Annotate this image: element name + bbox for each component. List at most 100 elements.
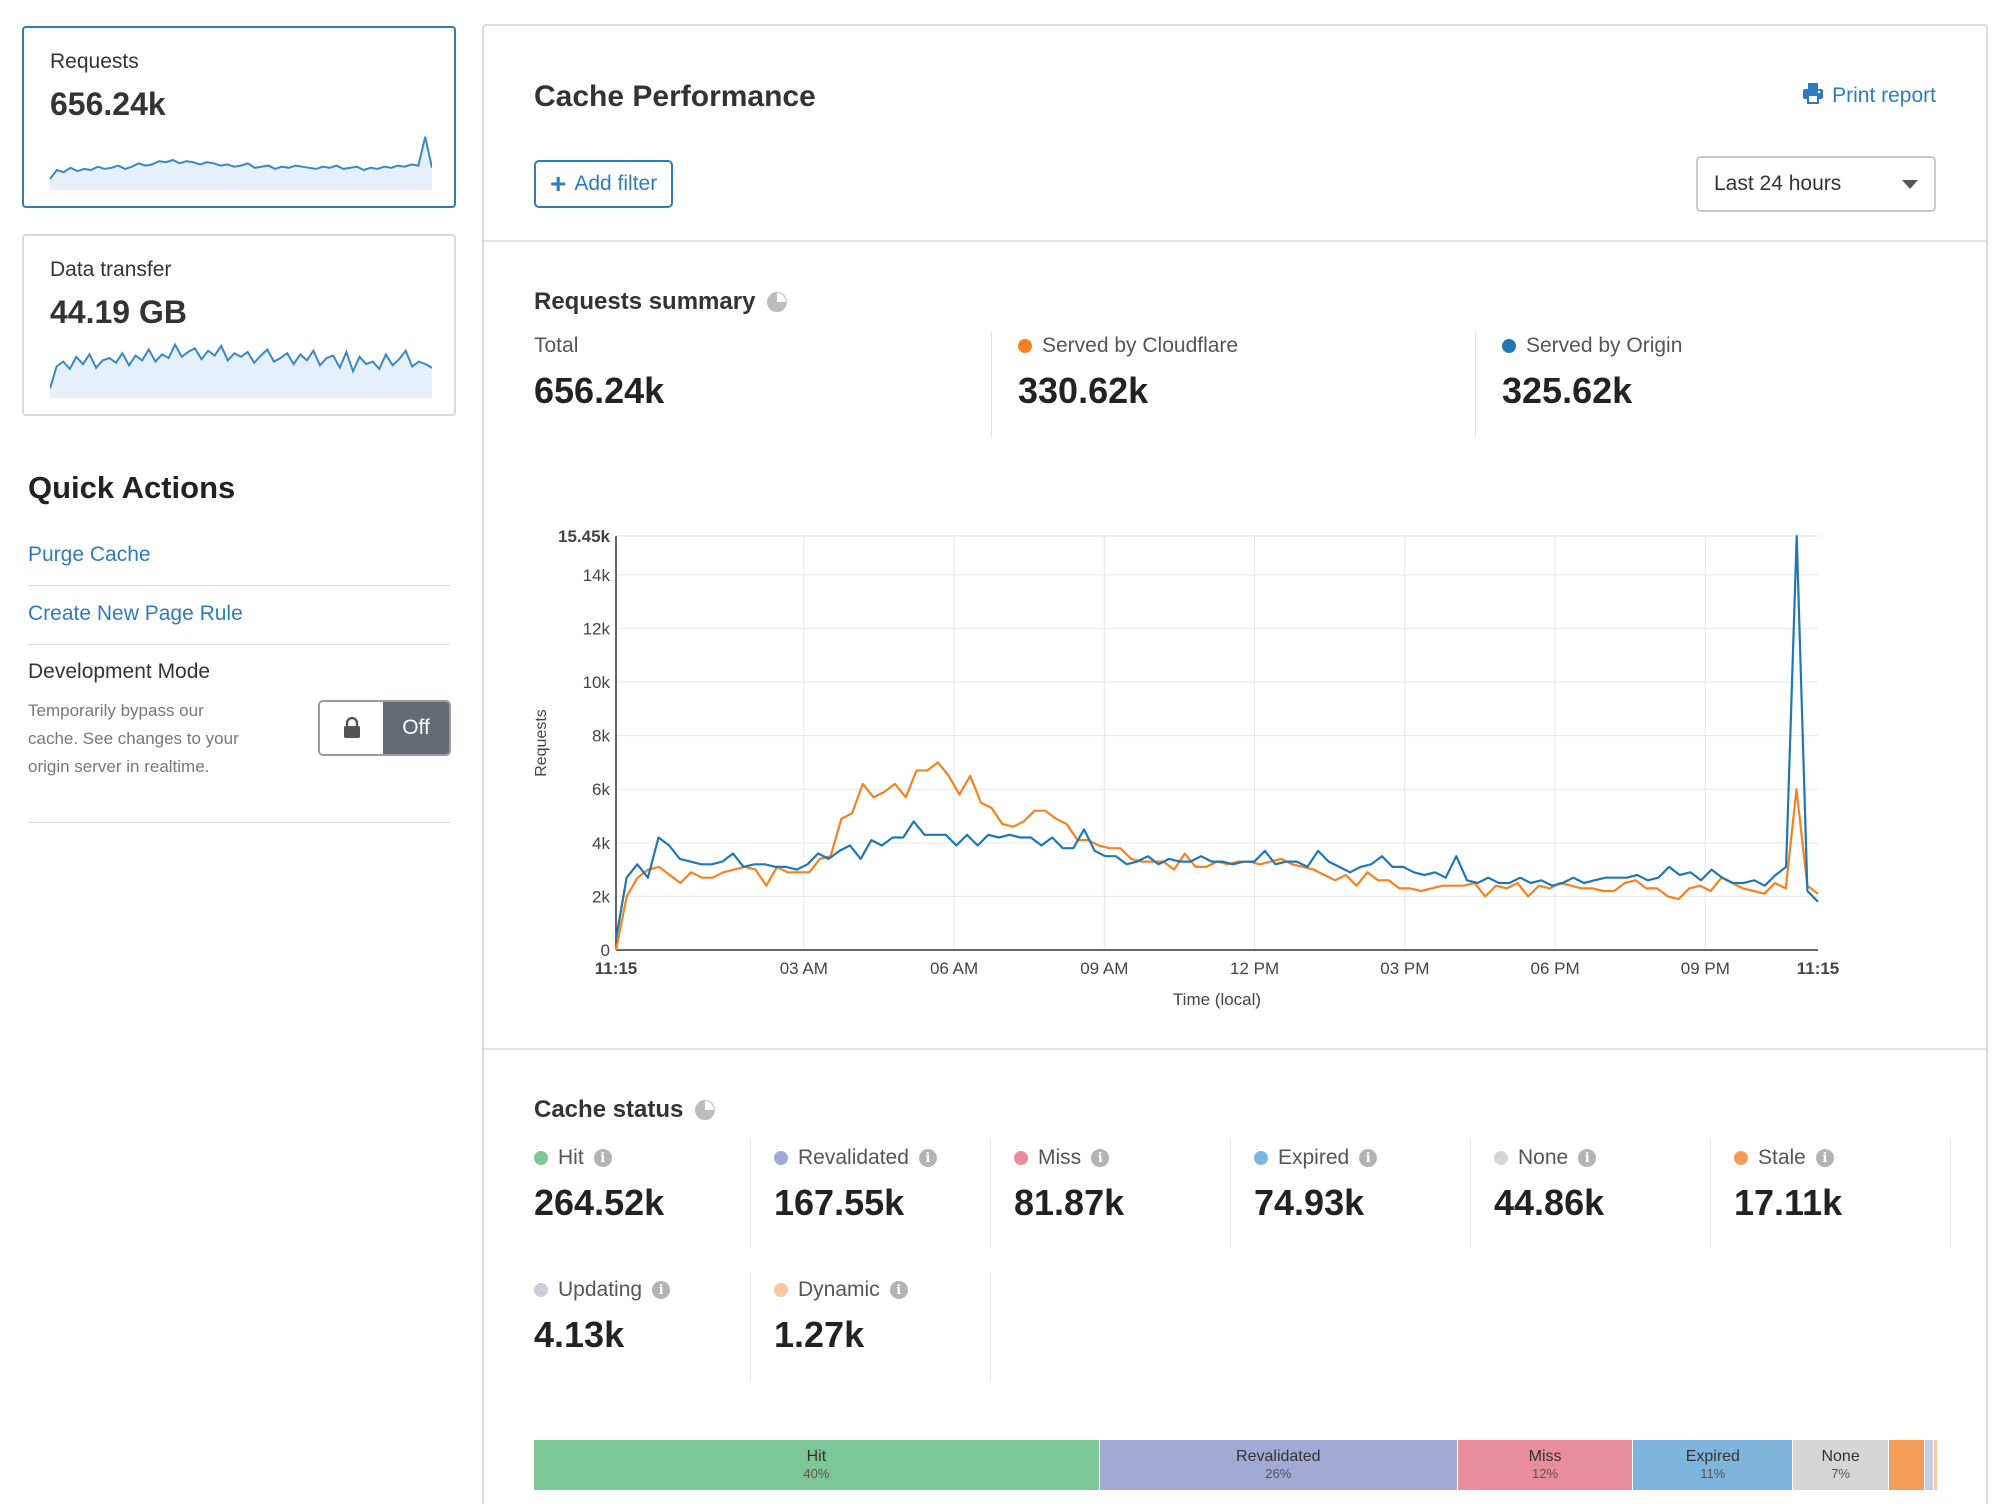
divider: [1475, 332, 1476, 438]
bar-segment-revalidated[interactable]: Revalidated 26%: [1099, 1440, 1458, 1490]
cache-status-label: Revalidated i: [774, 1146, 937, 1170]
bar-segment-expired[interactable]: Expired 11%: [1633, 1440, 1794, 1490]
add-filter-button[interactable]: + Add filter: [534, 160, 674, 208]
legend-dot: [1502, 339, 1516, 353]
cache-status-label-text: Stale: [1758, 1146, 1806, 1169]
info-icon[interactable]: i: [889, 1281, 908, 1299]
y-tick-label: 2k: [592, 887, 610, 906]
info-icon[interactable]: i: [1815, 1149, 1834, 1167]
purge-cache-link[interactable]: Purge Cache: [28, 543, 151, 566]
pie-chart-icon[interactable]: [767, 292, 788, 312]
cache-status-miss: Miss i 81.87k: [1014, 1146, 1124, 1224]
series-line-origin[interactable]: [614, 534, 1819, 940]
x-tick-label: 11:15: [1797, 959, 1840, 978]
cache-status-label-text: None: [1518, 1146, 1569, 1169]
y-tick-label: 14k: [583, 566, 611, 585]
divider: [28, 585, 450, 586]
requests-card-label: Requests: [50, 50, 139, 73]
requests-summary-title-text: Requests summary: [534, 288, 756, 315]
requests-sparkline: [50, 136, 432, 190]
x-tick-label: 03 AM: [780, 959, 828, 978]
divider: [28, 822, 450, 823]
y-tick-label: 6k: [592, 780, 610, 799]
cache-status-value: 44.86k: [1494, 1182, 1605, 1223]
info-icon[interactable]: i: [1359, 1149, 1378, 1167]
dev-mode-description: Temporarily bypass our cache. See change…: [28, 701, 239, 776]
summary-cloudflare-label: Served by Cloudflare: [1018, 334, 1238, 358]
dev-mode-toggle[interactable]: Off: [318, 700, 451, 756]
cache-status-value: 4.13k: [534, 1314, 625, 1355]
x-tick-label: 12 PM: [1230, 959, 1279, 978]
cache-status-label-text: Updating: [558, 1278, 643, 1301]
cache-status-value: 81.87k: [1014, 1182, 1125, 1223]
y-tick-label: 4k: [592, 834, 610, 853]
cache-status-label: Stale i: [1734, 1146, 1842, 1170]
cache-status-label: Dynamic i: [774, 1278, 908, 1302]
cache-status-dynamic: Dynamic i 1.27k: [774, 1278, 908, 1356]
print-report-label: Print report: [1832, 84, 1936, 107]
divider: [1230, 1140, 1231, 1248]
y-tick-label: 15.45k: [558, 527, 611, 546]
info-icon[interactable]: i: [918, 1149, 937, 1167]
legend-dot: [774, 1283, 788, 1297]
info-icon[interactable]: i: [593, 1149, 612, 1167]
dev-mode-title: Development Mode: [28, 660, 211, 683]
create-page-rule-link[interactable]: Create New Page Rule: [28, 602, 243, 625]
requests-line-chart[interactable]: 0 2k 4k 6k 8k 10k 12k 14k 15.45k 11:15 03 AM 06 AM 0…: [524, 496, 1964, 1056]
cache-status-value: 1.27k: [774, 1314, 865, 1355]
x-tick-label: 09 PM: [1681, 959, 1730, 978]
x-axis-label: Time (local): [1173, 990, 1261, 1009]
summary-cloudflare: Served by Cloudflare 330.62k: [1018, 334, 1238, 446]
cache-status-value: 74.93k: [1254, 1182, 1365, 1223]
series-line-cloudflare[interactable]: [614, 761, 1819, 951]
quick-actions-title: Quick Actions: [28, 470, 236, 505]
divider: [28, 644, 450, 645]
bar-segment-label: Expired: [1685, 1448, 1740, 1465]
bar-segment-miss[interactable]: Miss 12%: [1457, 1440, 1634, 1490]
legend-dot: [1018, 339, 1032, 353]
bar-segment-none[interactable]: None 7%: [1793, 1440, 1889, 1490]
add-filter-label: Add filter: [574, 172, 658, 195]
requests-summary-title: Requests summary: [534, 288, 788, 316]
bar-segment-label: Revalidated: [1236, 1448, 1321, 1465]
info-icon[interactable]: i: [1578, 1149, 1597, 1167]
cache-status-title-text: Cache status: [534, 1096, 684, 1123]
requests-card-value: 656.24k: [50, 86, 166, 122]
cache-performance-panel: Cache Performance Print report + Add fil…: [482, 24, 1988, 1504]
cache-status-label-text: Expired: [1278, 1146, 1350, 1169]
requests-card[interactable]: Requests 656.24k: [22, 26, 456, 208]
summary-origin-label: Served by Origin: [1502, 334, 1682, 358]
cache-status-label: None i: [1494, 1146, 1604, 1170]
bar-segment-percent: 11%: [1700, 1466, 1726, 1481]
bar-segment[interactable]: [1888, 1440, 1926, 1490]
x-tick-label: 06 PM: [1530, 959, 1579, 978]
y-tick-label: 8k: [592, 727, 610, 746]
data-transfer-card[interactable]: Data transfer 44.19 GB: [22, 234, 456, 416]
sparkline-area: [50, 344, 432, 398]
x-tick-label: 06 AM: [930, 959, 978, 978]
divider: [484, 1048, 1986, 1050]
summary-origin: Served by Origin 325.62k: [1502, 334, 1682, 446]
time-range-select[interactable]: Last 24 hours: [1696, 156, 1936, 212]
pie-chart-icon[interactable]: [695, 1100, 716, 1120]
divider: [484, 240, 1986, 242]
print-report-link[interactable]: Print report: [1802, 82, 1936, 110]
bar-segment-hit[interactable]: Hit 40%: [534, 1440, 1100, 1490]
info-icon[interactable]: i: [1091, 1149, 1110, 1167]
bar-segment-label: Miss: [1528, 1448, 1562, 1465]
bar-segment[interactable]: [1933, 1440, 1938, 1490]
y-tick-label: 0: [601, 941, 610, 960]
cache-status-label: Expired i: [1254, 1146, 1378, 1170]
summary-total-label: Total: [534, 334, 579, 357]
bar-segment-percent: 7%: [1831, 1466, 1850, 1481]
legend-dot: [1494, 1151, 1508, 1165]
printer-icon: [1802, 82, 1824, 110]
bar-segment[interactable]: [1925, 1440, 1934, 1490]
summary-total-value: 656.24k: [534, 370, 665, 411]
cache-status-label-text: Hit: [558, 1146, 584, 1169]
cache-status-value: 167.55k: [774, 1182, 905, 1223]
info-icon[interactable]: i: [652, 1281, 671, 1299]
divider: [1470, 1140, 1471, 1248]
divider: [750, 1140, 751, 1248]
cache-status-label-text: Miss: [1038, 1146, 1082, 1169]
